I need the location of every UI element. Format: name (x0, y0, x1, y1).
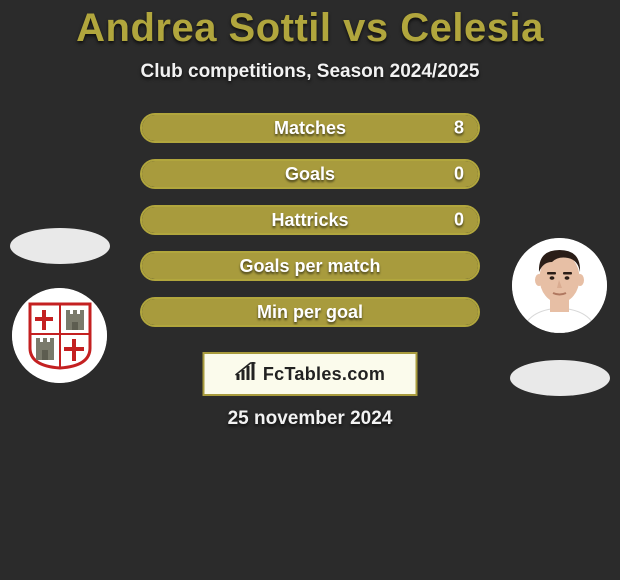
comparison-area: Matches 8 Goals 0 Hattricks 0 Goals per match M… (0, 113, 620, 373)
bar-label: Goals per match (239, 256, 380, 277)
bar-label: Goals (285, 164, 335, 185)
stat-bar: Matches 8 (140, 113, 480, 143)
stat-bars: Matches 8 Goals 0 Hattricks 0 Goals per match M… (140, 113, 480, 343)
player-left-token (10, 228, 110, 264)
bar-label: Hattricks (271, 210, 348, 231)
player-left-crest (12, 288, 107, 383)
club-crest-icon (12, 288, 107, 383)
stat-bar: Hattricks 0 (140, 205, 480, 235)
chart-icon (235, 362, 257, 387)
subtitle: Club competitions, Season 2024/2025 (0, 61, 620, 83)
player-portrait-icon (512, 238, 607, 333)
player-right-token (510, 360, 610, 396)
source-badge: FcTables.com (203, 352, 418, 396)
bar-value-right: 0 (454, 210, 464, 231)
bar-value-right: 0 (454, 164, 464, 185)
page-title: Andrea Sottil vs Celesia (0, 0, 620, 51)
bar-value-right: 8 (454, 118, 464, 139)
bar-label: Matches (274, 118, 346, 139)
player-right-photo (512, 238, 607, 333)
stat-bar: Goals 0 (140, 159, 480, 189)
date-line: 25 november 2024 (0, 408, 620, 430)
stat-bar: Min per goal (140, 297, 480, 327)
bar-label: Min per goal (257, 302, 363, 323)
source-badge-text: FcTables.com (263, 364, 385, 385)
stat-bar: Goals per match (140, 251, 480, 281)
